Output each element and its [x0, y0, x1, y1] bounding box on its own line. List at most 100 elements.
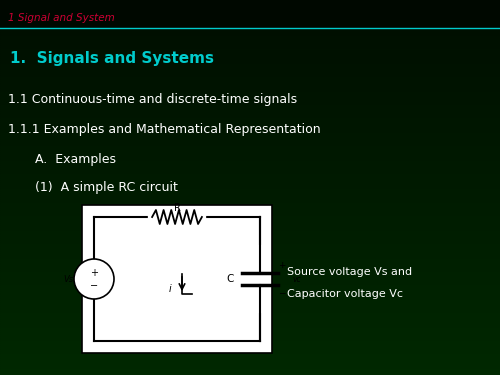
Bar: [0, 38, 500, 39]
Bar: [0, 311, 500, 313]
Bar: [0, 313, 500, 315]
Bar: [0, 21, 500, 22]
Bar: [0, 84, 500, 86]
Bar: [0, 221, 500, 223]
Bar: [0, 24, 500, 26]
Bar: [0, 324, 500, 326]
Text: Source voltage Vs and: Source voltage Vs and: [287, 267, 412, 277]
Bar: [0, 122, 500, 124]
Bar: [0, 88, 500, 90]
Bar: [0, 39, 500, 41]
Bar: [0, 362, 500, 364]
Bar: [0, 142, 500, 144]
Bar: [0, 19, 500, 21]
Bar: [0, 154, 500, 156]
Bar: [0, 371, 500, 373]
Bar: [0, 253, 500, 255]
Bar: [0, 189, 500, 191]
Bar: [0, 13, 500, 15]
Text: C: C: [226, 274, 234, 284]
Bar: [0, 126, 500, 128]
Bar: [0, 206, 500, 208]
Bar: [0, 96, 500, 98]
Bar: [0, 345, 500, 347]
Bar: [0, 8, 500, 9]
Bar: [0, 278, 500, 279]
Bar: [0, 114, 500, 116]
Bar: [0, 317, 500, 319]
Bar: [0, 45, 500, 47]
Bar: [0, 146, 500, 148]
Bar: [0, 32, 500, 34]
Bar: [0, 176, 500, 178]
Bar: [0, 366, 500, 368]
Bar: [0, 210, 500, 212]
Bar: [0, 259, 500, 261]
Bar: [0, 306, 500, 308]
Bar: [0, 112, 500, 114]
Bar: [0, 99, 500, 101]
Bar: [0, 141, 500, 142]
Bar: [0, 264, 500, 266]
Bar: [0, 236, 500, 238]
Bar: [0, 281, 500, 283]
Bar: [0, 15, 500, 17]
Bar: [0, 308, 500, 309]
Bar: [0, 294, 500, 296]
Bar: [0, 131, 500, 133]
Bar: [0, 129, 500, 131]
Bar: [0, 94, 500, 96]
Bar: [0, 0, 500, 2]
Bar: [0, 75, 500, 77]
Bar: [0, 300, 500, 302]
Bar: [0, 291, 500, 292]
Bar: [0, 351, 500, 352]
Bar: [0, 124, 500, 126]
Bar: [0, 56, 500, 58]
Text: vc: vc: [292, 274, 301, 284]
Bar: [0, 249, 500, 251]
Bar: [0, 2, 500, 4]
Bar: [0, 26, 500, 28]
Bar: [0, 86, 500, 88]
Bar: [0, 304, 500, 306]
Text: 1.  Signals and Systems: 1. Signals and Systems: [10, 51, 214, 66]
Text: −: −: [278, 288, 286, 297]
Text: R: R: [174, 203, 180, 213]
Bar: [0, 197, 500, 199]
Bar: [0, 315, 500, 317]
Bar: [0, 68, 500, 69]
Bar: [0, 148, 500, 150]
Bar: [0, 36, 500, 38]
Text: −: −: [90, 281, 98, 291]
Bar: [0, 262, 500, 264]
Bar: [0, 279, 500, 281]
Bar: [0, 216, 500, 217]
Bar: [0, 352, 500, 354]
Bar: [0, 169, 500, 171]
Bar: [0, 338, 500, 339]
Bar: [0, 343, 500, 345]
Bar: [0, 274, 500, 276]
Bar: [0, 368, 500, 369]
Bar: [0, 217, 500, 219]
Bar: [0, 171, 500, 172]
Bar: [0, 82, 500, 84]
Bar: [0, 336, 500, 338]
Bar: [0, 321, 500, 322]
Bar: [0, 204, 500, 206]
Bar: [0, 161, 500, 163]
Bar: [0, 349, 500, 351]
Bar: [0, 261, 500, 262]
Bar: [0, 289, 500, 291]
Bar: [0, 60, 500, 62]
Bar: [0, 0, 500, 28]
Bar: [0, 158, 500, 159]
Bar: [0, 251, 500, 253]
Bar: [0, 201, 500, 202]
Bar: [0, 283, 500, 285]
Bar: [0, 227, 500, 229]
Bar: [0, 51, 500, 52]
Bar: [0, 347, 500, 349]
Bar: [0, 234, 500, 236]
